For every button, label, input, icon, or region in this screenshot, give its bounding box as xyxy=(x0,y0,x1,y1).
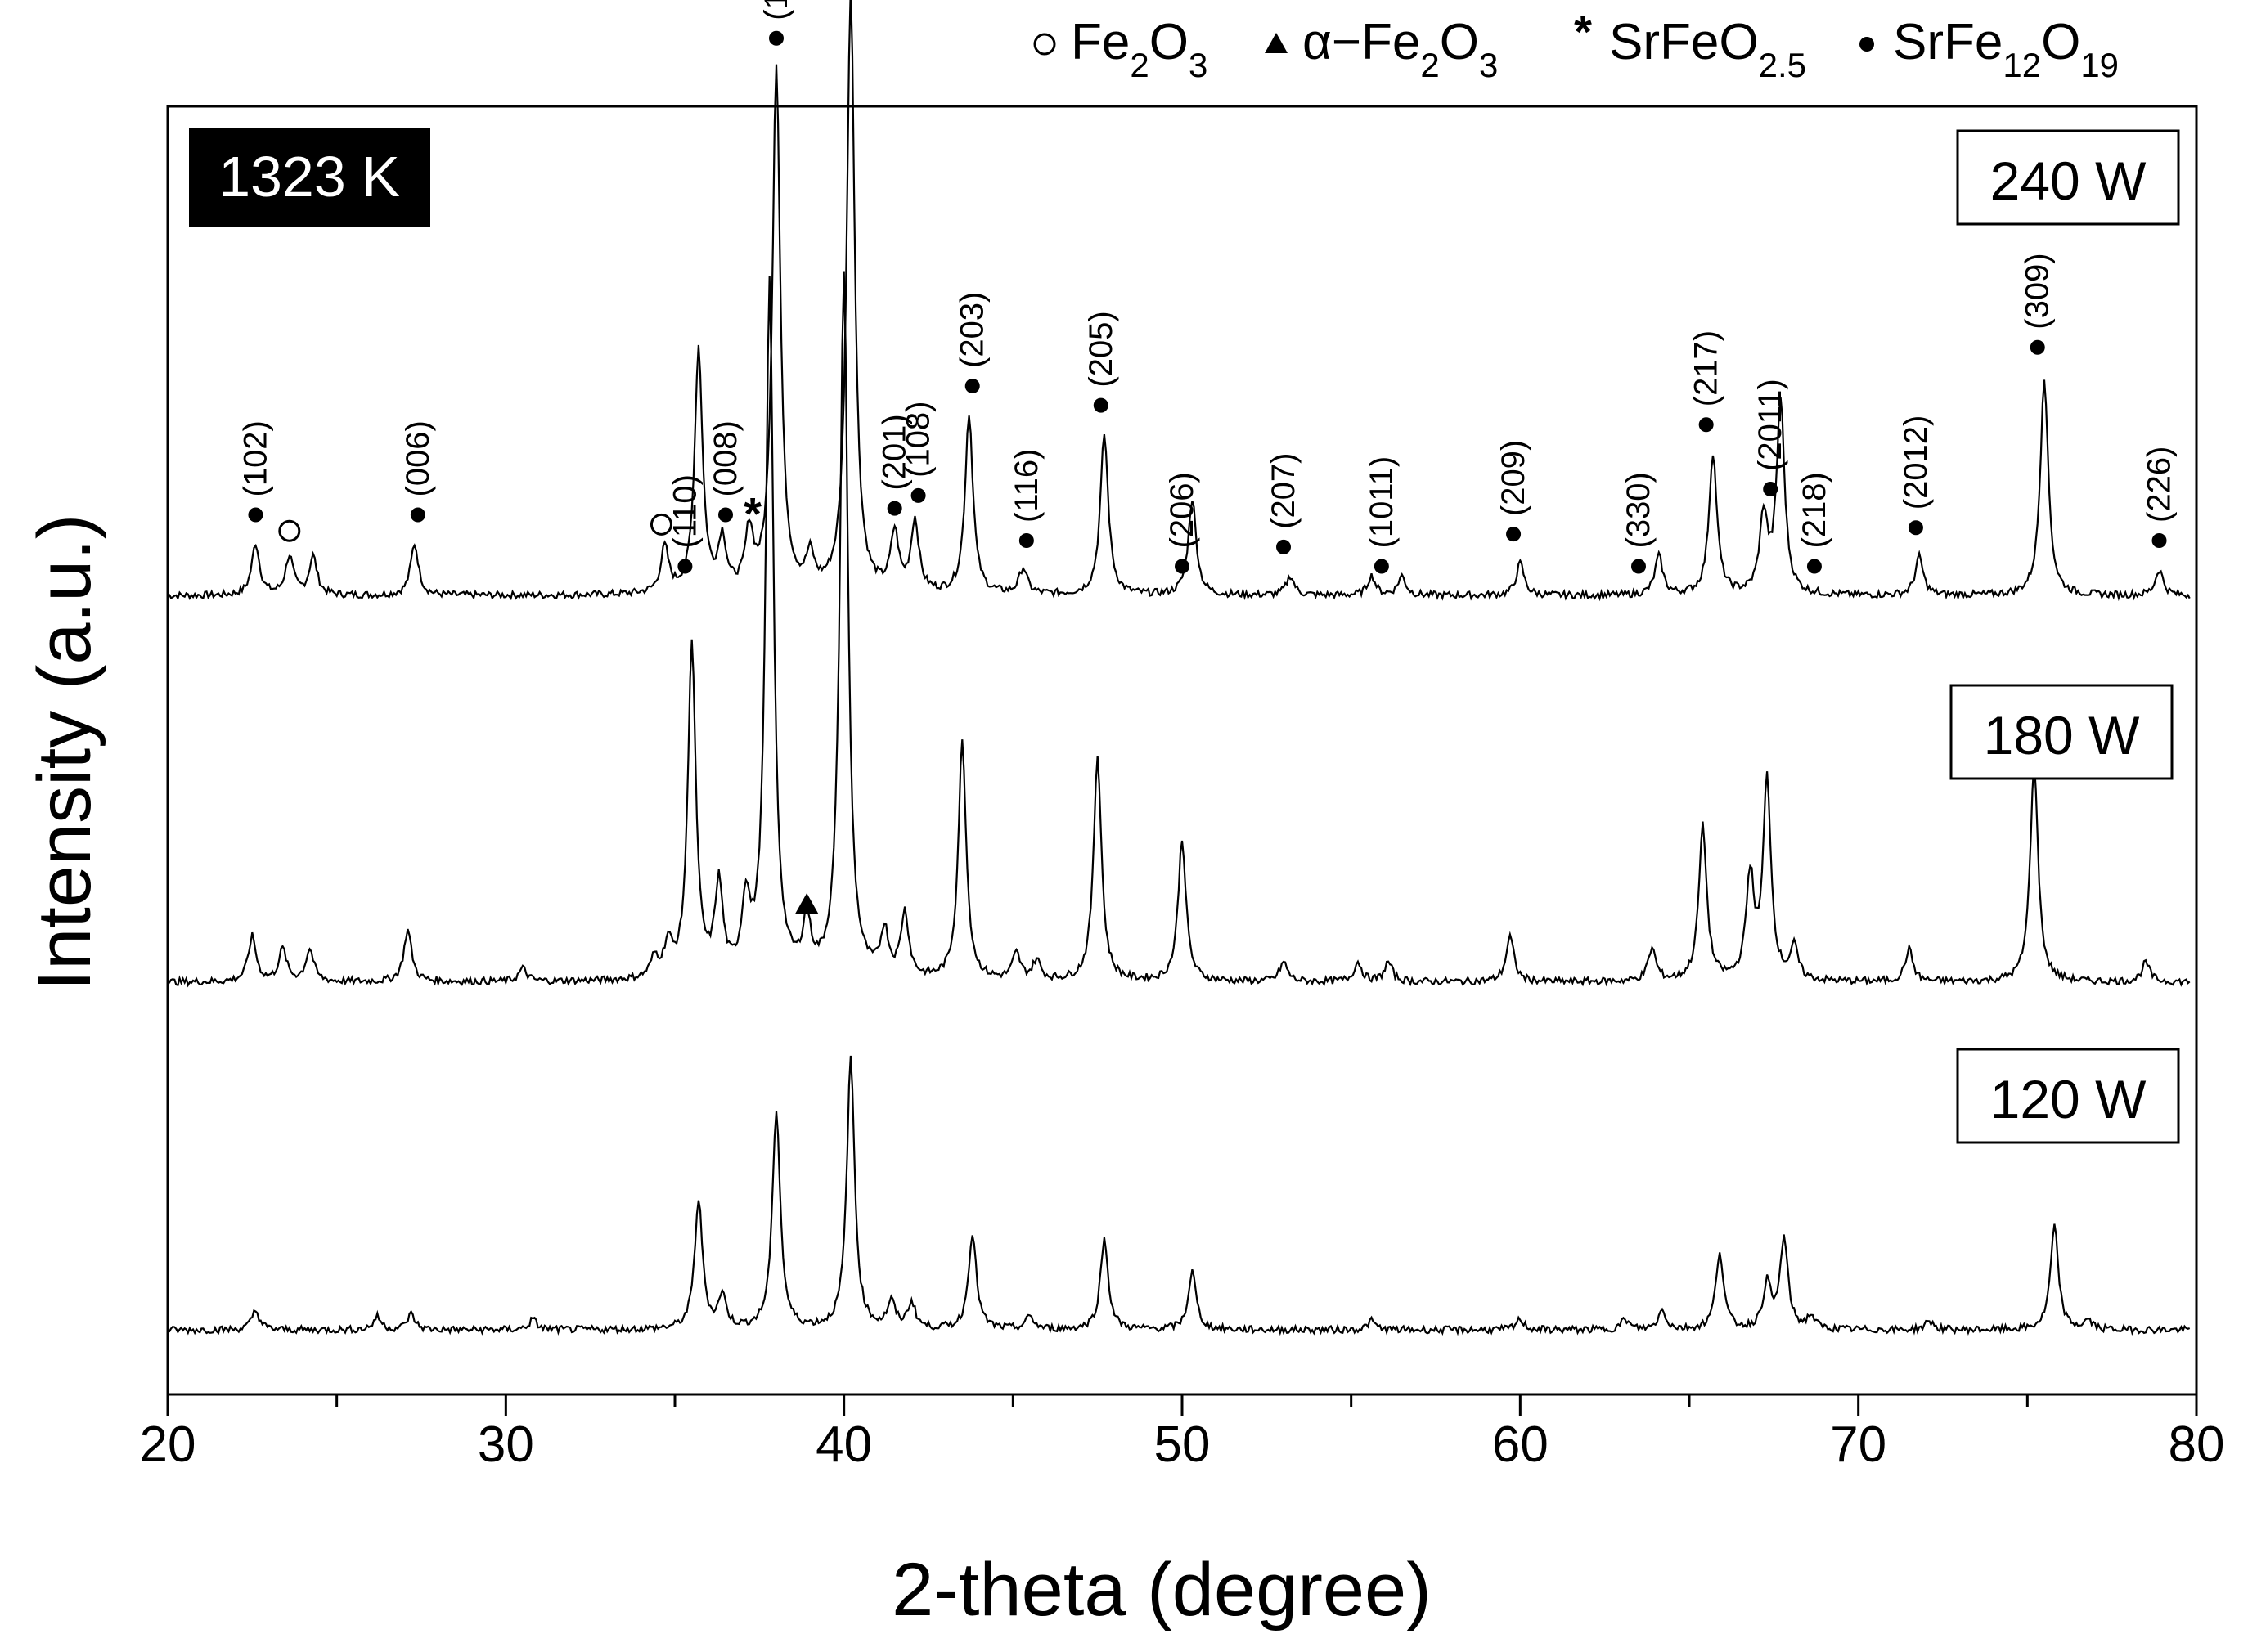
srfe12o19-marker xyxy=(964,379,980,393)
fe2o3-marker xyxy=(650,513,672,536)
hkl-label: (1011) xyxy=(1364,456,1400,549)
x-tick-label: 40 xyxy=(816,1416,872,1473)
srfeo25-marker: * xyxy=(744,488,762,540)
temperature-badge: 1323 K xyxy=(189,128,430,227)
legend: Fe2O3 α−Fe2O3 * SrFeO2.5 SrFe12O19 xyxy=(1033,6,2119,84)
legend-item: SrFe12O19 xyxy=(1859,14,2119,84)
series-line xyxy=(167,1055,2191,1336)
fe2o3-marker xyxy=(278,519,301,542)
srfe12o19-marker xyxy=(1763,482,1778,496)
hkl-label: (209) xyxy=(1495,440,1531,516)
srfe12o19-marker xyxy=(718,507,733,523)
srfe12o19-marker xyxy=(1631,559,1646,574)
hkl-label: (116) xyxy=(1009,449,1045,523)
series-120-w: 120 W xyxy=(167,1048,2191,1336)
srfe12o19-marker xyxy=(1506,527,1522,542)
legend-text: SrFeO2.5 xyxy=(1609,14,1806,84)
srfe12o19-marker xyxy=(1806,559,1822,574)
series-label: 180 W xyxy=(1949,684,2174,780)
hkl-label: (203) xyxy=(955,292,991,368)
srfe12o19-marker xyxy=(1276,539,1291,554)
srfe12o19-marker xyxy=(1093,397,1108,413)
x-tick-label: 80 xyxy=(2169,1416,2225,1473)
series-label-text: 180 W xyxy=(1984,705,2140,765)
srfe12o19-marker xyxy=(677,559,693,574)
x-axis: 20 30 40 50 60 70 80 xyxy=(140,1394,2225,1473)
x-axis-label: 2-theta (degree) xyxy=(892,1548,1432,1632)
hkl-label: (107) xyxy=(758,0,794,20)
legend-text: SrFe12O19 xyxy=(1893,14,2119,84)
legend-item: * SrFeO2.5 xyxy=(1574,6,1806,84)
hkl-label: (102) xyxy=(237,420,273,496)
srfe12o19-marker xyxy=(2151,533,2167,548)
hkl-label: (218) xyxy=(1796,472,1832,548)
hkl-label: (201) xyxy=(877,414,913,490)
hkl-label: (330) xyxy=(1621,472,1657,548)
srfe12o19-marker xyxy=(1374,559,1389,574)
srfe12o19-marker xyxy=(2030,339,2045,355)
hkl-label: (008) xyxy=(708,420,744,496)
hkl-label: (110) xyxy=(667,474,703,548)
srfe12o19-marker xyxy=(1908,520,1923,536)
hkl-label: (217) xyxy=(1688,330,1724,406)
legend-text: Fe2O3 xyxy=(1071,14,1207,84)
legend-item: Fe2O3 xyxy=(1033,14,1207,84)
series-240-w: 240 W(102)(006)(110)(008)(107)(114)(201)… xyxy=(167,0,2191,602)
srfe12o19-marker xyxy=(910,487,926,503)
hkl-label: (108) xyxy=(901,401,937,477)
temperature-label: 1323 K xyxy=(218,145,400,209)
srfe12o19-marker xyxy=(410,507,425,523)
series-label-text: 120 W xyxy=(1990,1069,2147,1129)
series-180-w: 180 W xyxy=(167,271,2191,988)
x-tick-label: 60 xyxy=(1492,1416,1549,1473)
legend-item: α−Fe2O3 xyxy=(1265,14,1498,84)
legend-open-circle-icon xyxy=(1033,33,1056,56)
y-axis-label: Intensity (a.u.) xyxy=(23,514,106,991)
srfe12o19-marker xyxy=(1175,559,1189,574)
x-tick-label: 50 xyxy=(1154,1416,1211,1473)
series-line xyxy=(167,271,2191,988)
series-label: 120 W xyxy=(1956,1048,2180,1144)
srfe12o19-marker xyxy=(769,30,784,46)
hkl-label: (205) xyxy=(1083,311,1119,387)
legend-text: α−Fe2O3 xyxy=(1302,14,1498,84)
x-tick-label: 20 xyxy=(140,1416,196,1473)
srfe12o19-marker xyxy=(248,507,263,523)
series-layer: 240 W(102)(006)(110)(008)(107)(114)(201)… xyxy=(167,0,2191,1336)
series-line xyxy=(167,0,2191,602)
hkl-label: (206) xyxy=(1164,472,1200,548)
hkl-label: (309) xyxy=(2020,253,2056,329)
hkl-label: (226) xyxy=(2142,447,2178,523)
hkl-label: (2011) xyxy=(1752,379,1788,471)
legend-filled-triangle-icon xyxy=(1265,33,1288,53)
plot-frame xyxy=(166,105,2198,1396)
x-tick-label: 70 xyxy=(1830,1416,1886,1473)
legend-asterisk-icon: * xyxy=(1574,6,1592,57)
svg-text:*: * xyxy=(1574,6,1592,57)
hkl-label: (2012) xyxy=(1898,415,1934,510)
legend-filled-circle-icon xyxy=(1859,37,1874,52)
svg-text:*: * xyxy=(744,488,762,540)
hkl-label: (006) xyxy=(400,420,436,496)
series-label: 240 W xyxy=(1956,129,2180,226)
srfe12o19-marker xyxy=(1698,417,1714,433)
hkl-label: (207) xyxy=(1266,452,1302,528)
srfe12o19-marker xyxy=(887,501,902,516)
series-label-text: 240 W xyxy=(1990,150,2147,211)
alpha-fe2o3-marker xyxy=(795,893,819,914)
srfe12o19-marker xyxy=(1018,533,1034,548)
x-tick-label: 30 xyxy=(478,1416,534,1473)
